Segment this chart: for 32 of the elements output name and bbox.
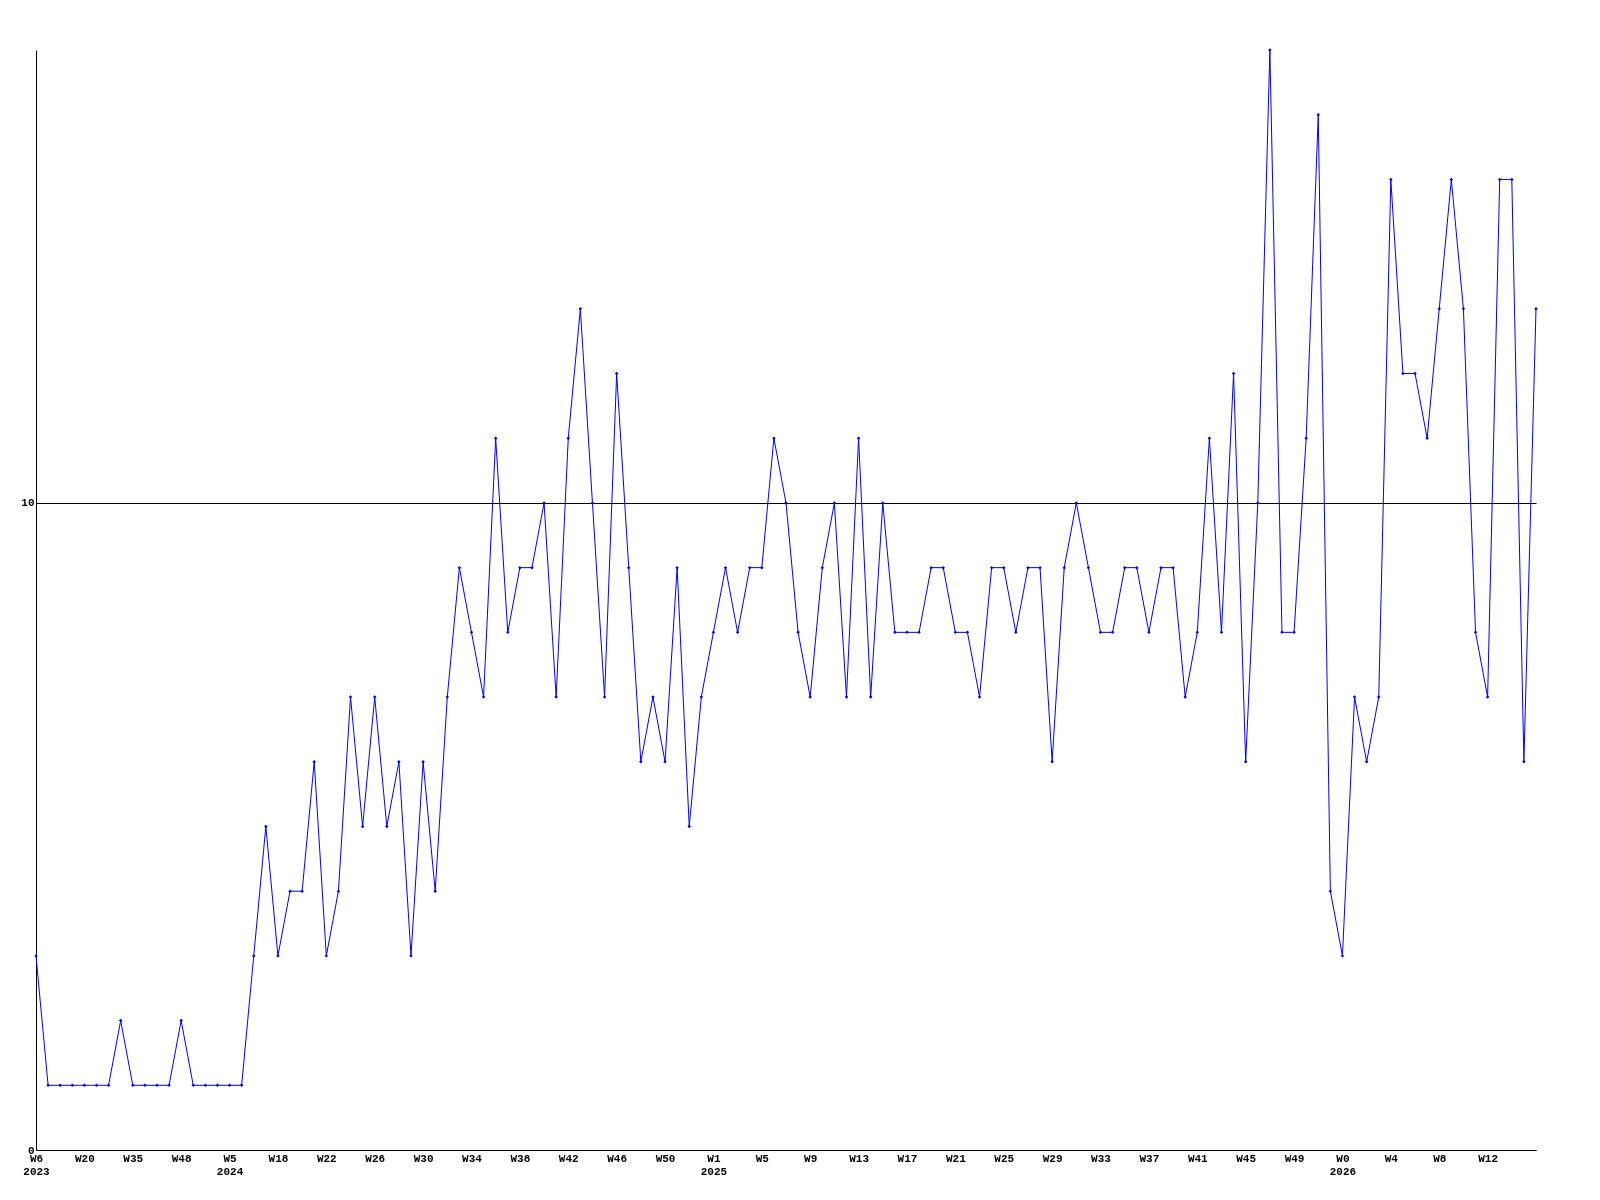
x-tick-label: W48 xyxy=(171,1152,192,1165)
y-tick-label: 10 xyxy=(21,497,35,510)
x-tick-label: W5 2024 xyxy=(216,1152,244,1178)
x-tick-label: W25 xyxy=(994,1152,1015,1165)
x-tick-label: W33 xyxy=(1091,1152,1112,1165)
x-tick-label: W6 2023 xyxy=(23,1152,51,1178)
x-tick-label: W26 xyxy=(365,1152,386,1165)
x-tick-label: W34 xyxy=(462,1152,483,1165)
x-tick-label: W22 xyxy=(316,1152,337,1165)
x-tick-label: W18 xyxy=(268,1152,289,1165)
x-tick-label: W42 xyxy=(558,1152,579,1165)
x-tick-label: W45 xyxy=(1236,1152,1257,1165)
x-tick-label: W30 xyxy=(413,1152,434,1165)
x-tick-label: W4 xyxy=(1384,1152,1399,1165)
x-tick-label: W35 xyxy=(123,1152,144,1165)
x-tick-label: W41 xyxy=(1187,1152,1209,1165)
x-tick-label: W12 xyxy=(1478,1152,1499,1165)
x-tick-label: W49 xyxy=(1284,1152,1305,1165)
x-tick-label: W37 xyxy=(1139,1152,1160,1165)
x-tick-label: W9 xyxy=(804,1152,818,1165)
x-tick-label: W8 xyxy=(1433,1152,1447,1165)
x-tick-label: W21 xyxy=(945,1152,967,1165)
x-tick-label: W13 xyxy=(849,1152,870,1165)
x-tick-label: W20 xyxy=(74,1152,95,1165)
x-tick-label: W38 xyxy=(510,1152,531,1165)
x-tick-label: W29 xyxy=(1042,1152,1063,1165)
x-tick-label: W1 2025 xyxy=(700,1152,728,1178)
x-tick-label: W17 xyxy=(897,1152,918,1165)
x-tick-label: W0 2026 xyxy=(1329,1152,1357,1178)
x-tick-label: W50 xyxy=(655,1152,676,1165)
x-tick-label: W5 xyxy=(755,1152,770,1165)
x-tick-label: W46 xyxy=(607,1152,628,1165)
